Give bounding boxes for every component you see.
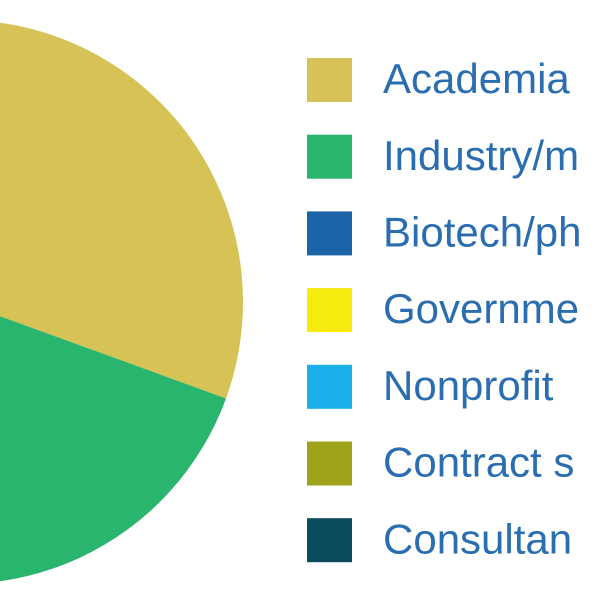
legend-swatch [307, 518, 352, 563]
legend-swatch [307, 364, 352, 409]
legend-swatch [307, 58, 352, 102]
pie-slice [0, 22, 243, 399]
legend-label: Nonprofit [383, 362, 554, 409]
legend-swatch [307, 211, 352, 256]
legend-swatch [307, 134, 352, 179]
legend-label: Biotech/ph [383, 208, 581, 255]
legend-label: Governme [383, 285, 579, 332]
legend-label: Consultan [383, 515, 572, 562]
pie-slice [0, 316, 226, 582]
legend-label: Contract s [383, 439, 574, 486]
legend-swatch [307, 441, 352, 486]
legend-label: Academia [383, 55, 570, 102]
legend-label: Industry/m [383, 132, 579, 179]
legend-swatch [307, 288, 352, 333]
